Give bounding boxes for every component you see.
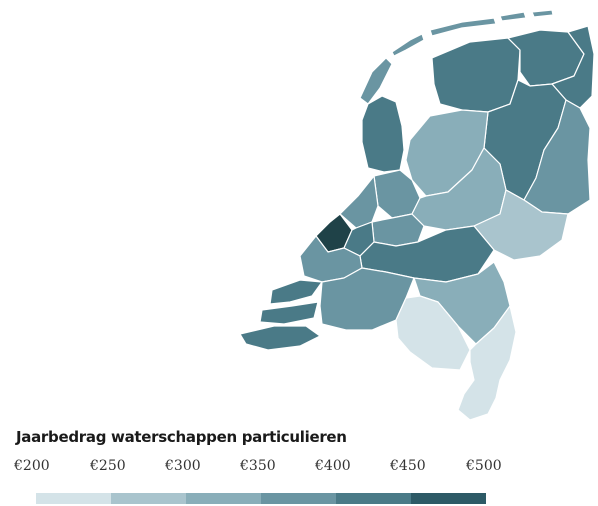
- region-wadden-texel: [359, 57, 393, 105]
- region-wadden-ameland: [499, 11, 527, 22]
- legend-swatch: [186, 493, 261, 504]
- region-wadden-schiermonnikoog: [531, 9, 554, 18]
- legend-color-scale: [36, 493, 486, 504]
- region-hollandse-delta: [299, 235, 363, 283]
- region-rijnland: [339, 175, 379, 229]
- legend-label-350: €350: [240, 458, 276, 474]
- region-limburg: [457, 305, 517, 421]
- legend-swatch: [411, 493, 486, 504]
- netherlands-map: [239, 9, 595, 421]
- region-scheldestromen-mid: [259, 301, 319, 325]
- legend-label-200: €200: [14, 458, 50, 474]
- legend-labels: €200 €250 €300 €350 €400 €450 €500: [0, 458, 598, 478]
- legend-label-300: €300: [165, 458, 201, 474]
- legend-label-400: €400: [315, 458, 351, 474]
- legend-label-500: €500: [466, 458, 502, 474]
- legend-label-450: €450: [390, 458, 426, 474]
- legend-swatch: [36, 493, 111, 504]
- legend-swatch: [111, 493, 186, 504]
- region-scheldestromen-south: [239, 325, 321, 351]
- legend-swatch: [261, 493, 336, 504]
- legend-title: Jaarbedrag waterschappen particulieren: [16, 428, 347, 446]
- legend-swatch: [336, 493, 411, 504]
- region-scheldestromen-north: [269, 279, 323, 305]
- region-wadden-terschelling: [429, 17, 497, 37]
- legend-label-250: €250: [90, 458, 126, 474]
- region-wetterskip-fryslan: [431, 37, 521, 113]
- region-wadden-vlieland: [391, 33, 425, 57]
- region-hollands-noorderkwartier: [361, 95, 405, 173]
